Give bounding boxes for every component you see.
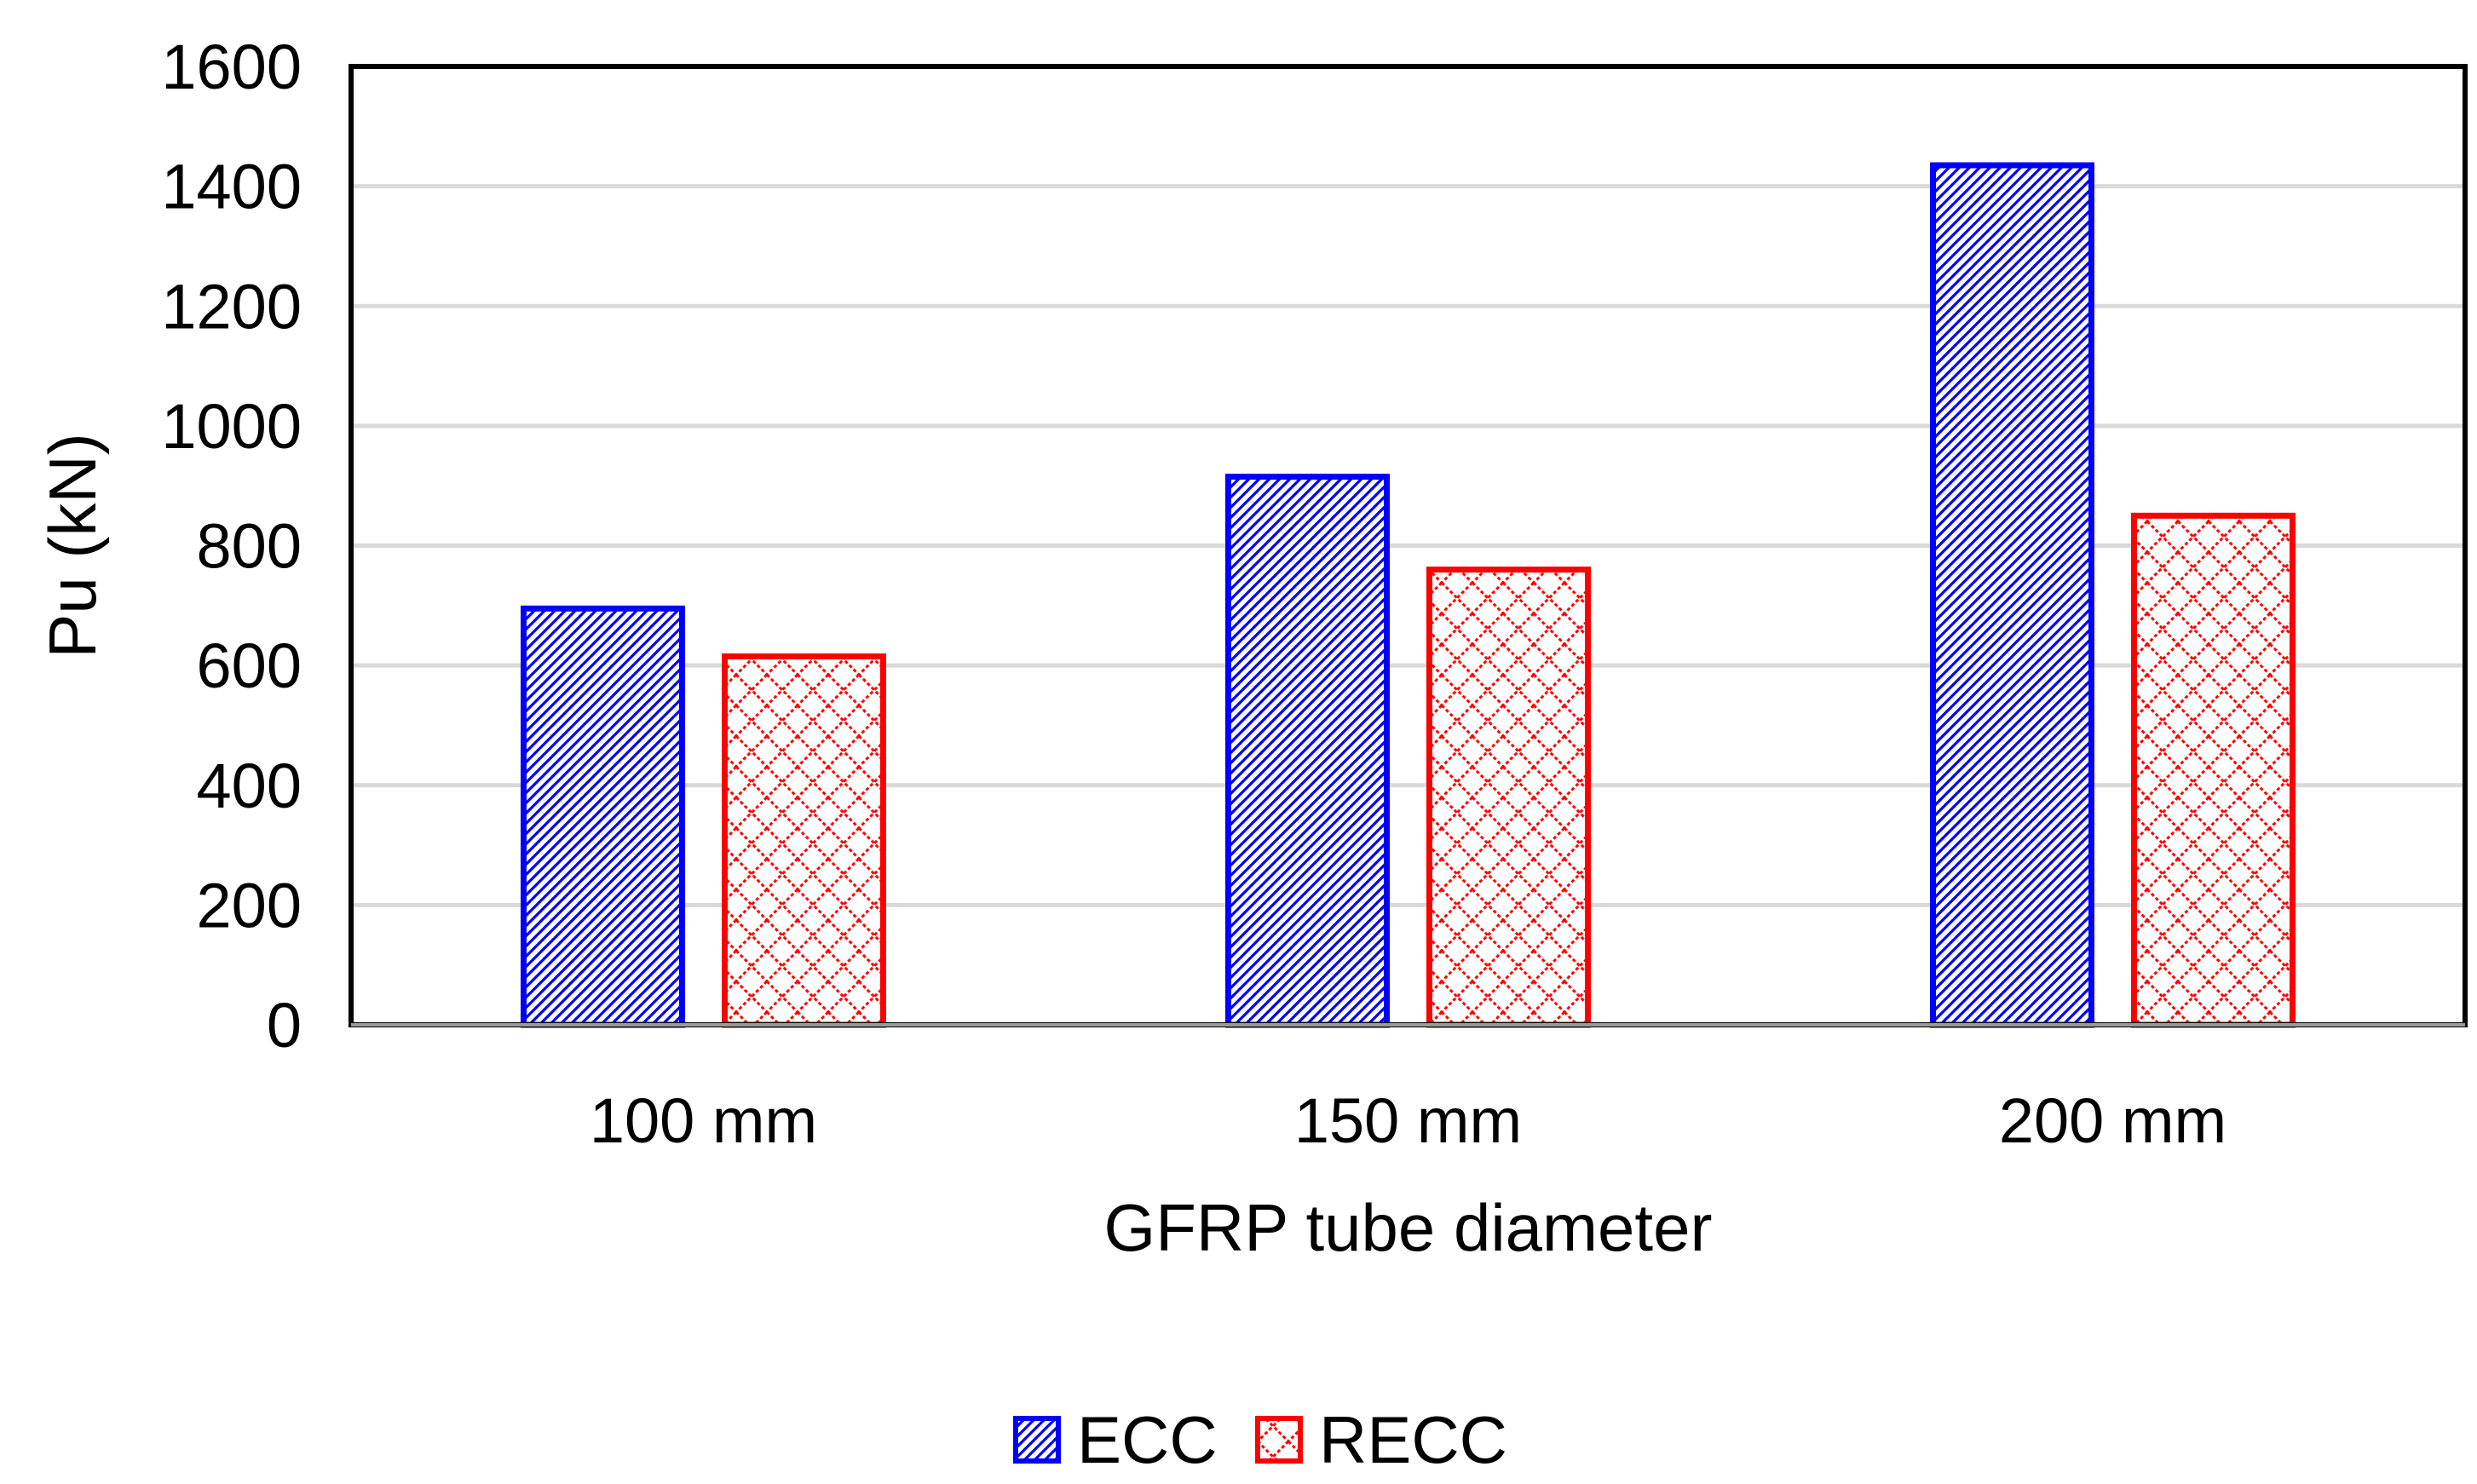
y-tick-label: 200 bbox=[197, 870, 302, 940]
legend: ECC RECC bbox=[1013, 1402, 1507, 1477]
x-axis-title: GFRP tube diameter bbox=[1104, 1190, 1713, 1265]
y-tick-label: 1600 bbox=[161, 32, 302, 102]
y-tick-label: 0 bbox=[267, 990, 302, 1061]
bar-ecc-2 bbox=[1225, 474, 1390, 1028]
bar-ecc-3 bbox=[1930, 162, 2094, 1028]
bar-ecc-1 bbox=[521, 605, 685, 1028]
x-axis-ticks: 100 mm 150 mm 200 mm bbox=[590, 1085, 2226, 1156]
bar-recc-3 bbox=[2131, 512, 2296, 1028]
legend-swatch-ecc bbox=[1013, 1416, 1061, 1464]
y-tick-label: 1000 bbox=[161, 391, 302, 462]
legend-swatch-recc bbox=[1255, 1416, 1303, 1464]
y-tick-label: 1400 bbox=[161, 152, 302, 222]
legend-label-recc: RECC bbox=[1319, 1402, 1507, 1477]
y-axis-title: Pu (kN) bbox=[35, 433, 110, 658]
y-tick-label: 400 bbox=[197, 751, 302, 821]
y-tick-label: 600 bbox=[197, 630, 302, 701]
x-tick-label: 200 mm bbox=[1999, 1085, 2226, 1156]
bar-recc-2 bbox=[1426, 567, 1591, 1028]
x-tick-label: 100 mm bbox=[590, 1085, 817, 1156]
x-tick-label: 150 mm bbox=[1294, 1085, 1522, 1156]
y-axis-ticks: 0 200 400 600 800 1000 1200 1400 1600 bbox=[161, 32, 302, 1061]
y-tick-label: 800 bbox=[197, 511, 302, 582]
bars bbox=[521, 162, 2296, 1028]
gridlines bbox=[351, 184, 2465, 907]
bar-recc-1 bbox=[722, 653, 886, 1028]
y-tick-label: 1200 bbox=[161, 271, 302, 342]
legend-label-ecc: ECC bbox=[1077, 1402, 1218, 1477]
